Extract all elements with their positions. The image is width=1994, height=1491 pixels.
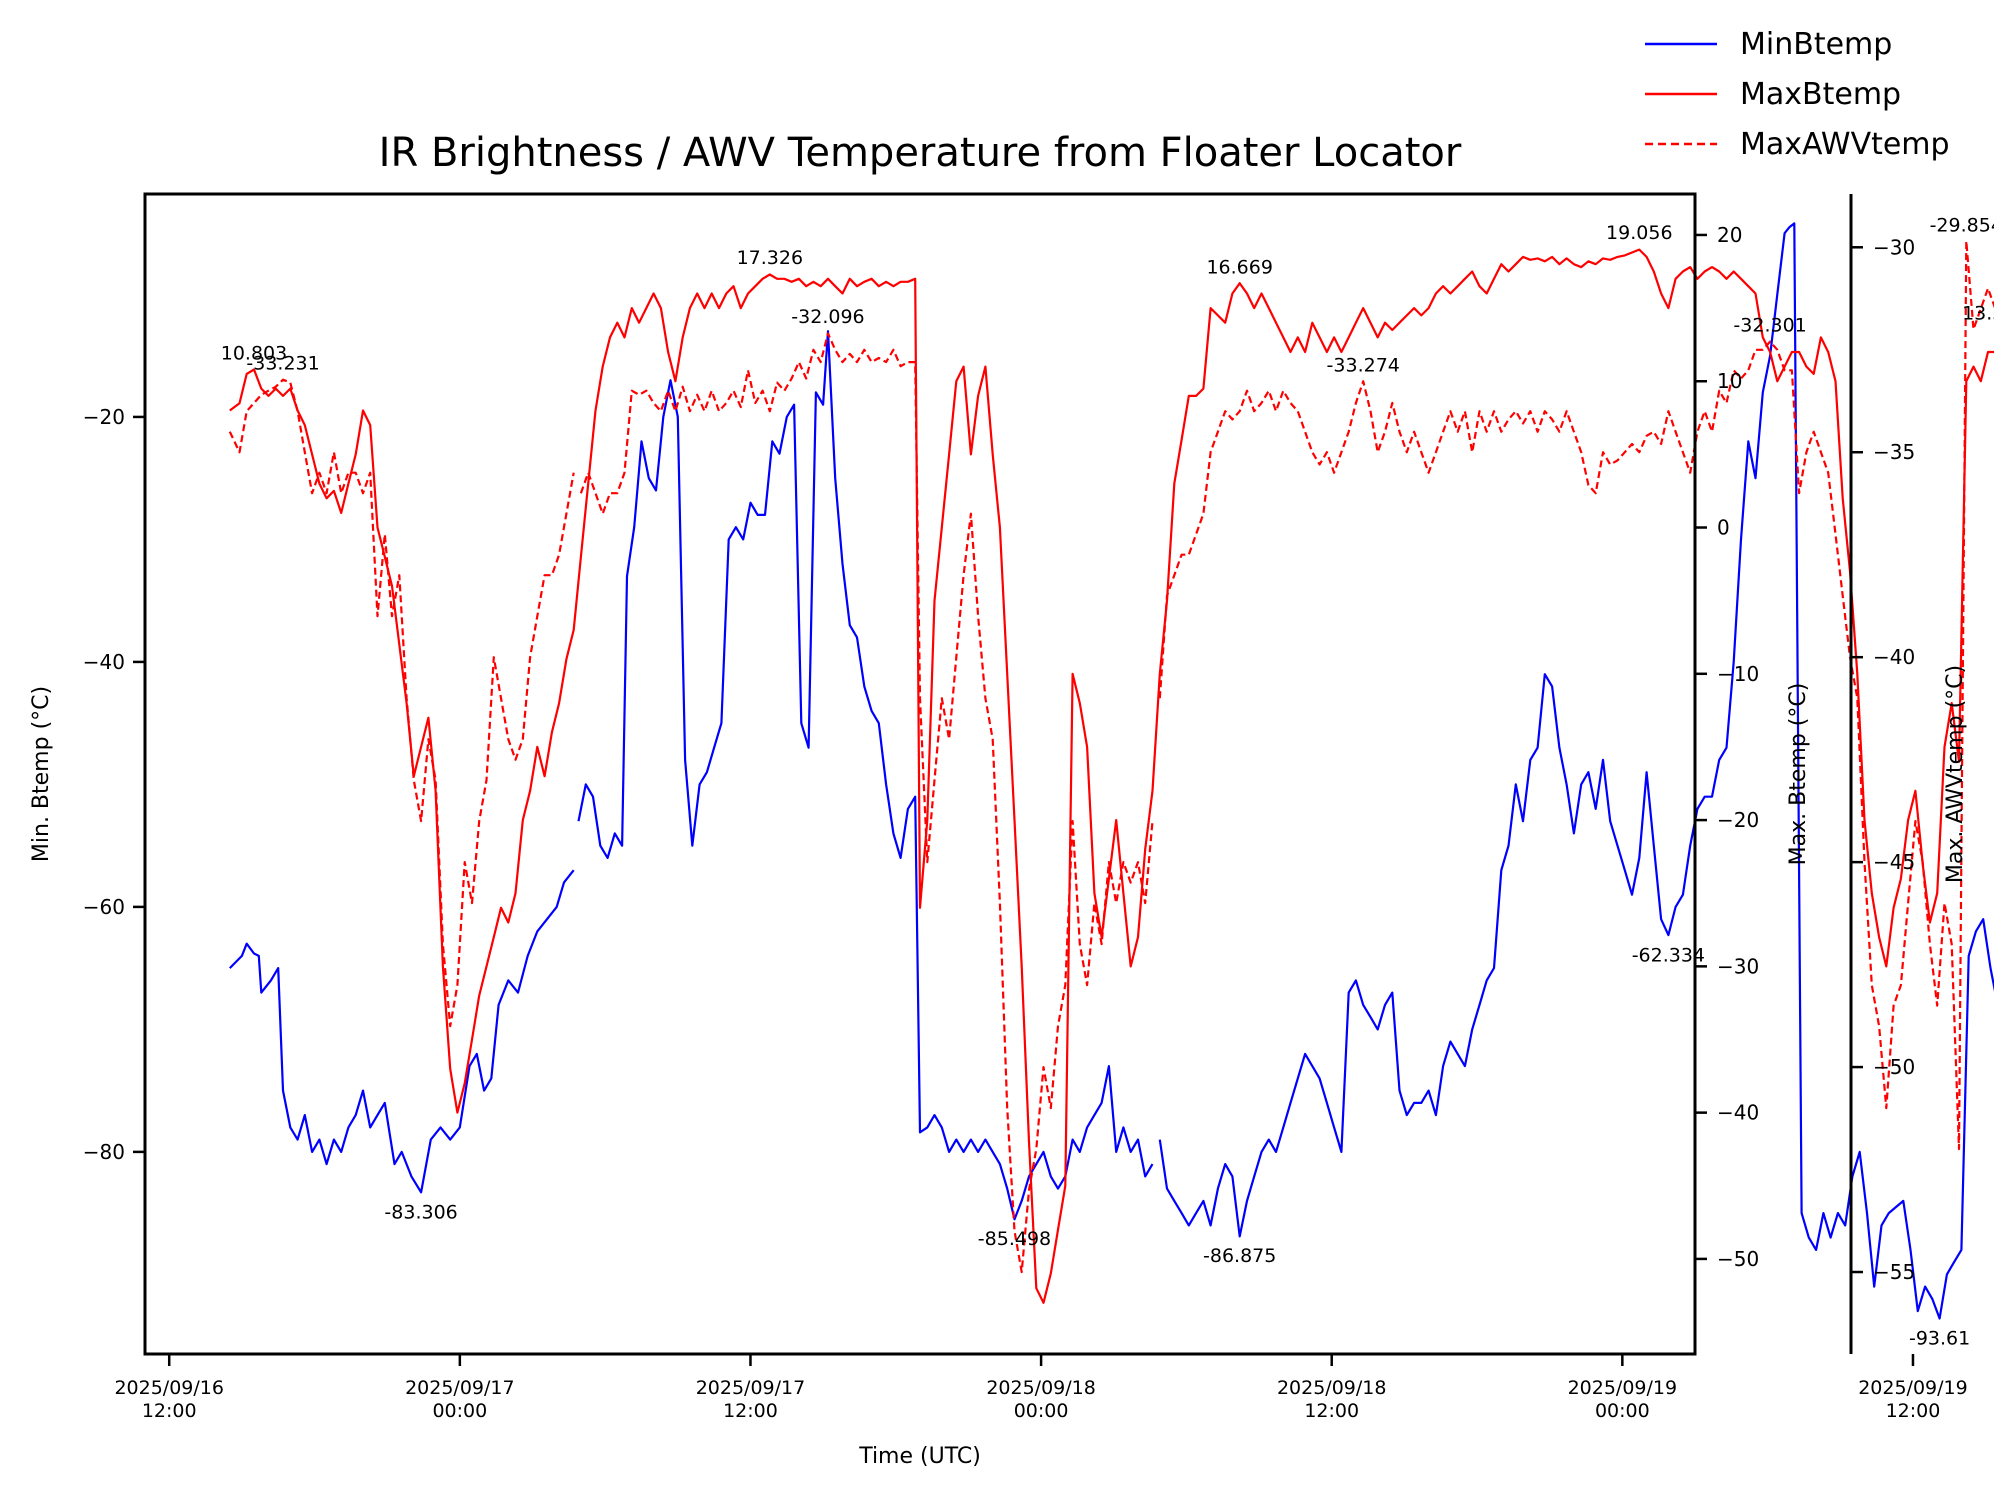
annotation-12: -29.854 <box>1930 214 1994 236</box>
x-axis-label: Time (UTC) <box>858 1444 981 1469</box>
x-tick-label-6: 2025/09/19 12:00 <box>1858 1377 1968 1422</box>
x-tick-label-5: 2025/09/19 00:00 <box>1568 1377 1678 1422</box>
right-y-tick-label-3: −20 <box>1717 808 1759 832</box>
far-right-y-tick-label-0: −55 <box>1873 1260 1915 1284</box>
annotation-13: 13.551 <box>1962 302 1994 324</box>
annotation-14: -93.61 <box>1909 1328 1970 1350</box>
far-right-y-tick-label-3: −40 <box>1873 645 1915 669</box>
left-y-tick-label-1: −60 <box>83 895 125 919</box>
series-line-maxawvtemp-segment-3 <box>1158 240 1994 1151</box>
x-axis: 2025/09/16 12:00 2025/09/17 00:00 2025/09/17… <box>114 1354 1968 1422</box>
right-y-tick-label-4: −10 <box>1717 662 1759 686</box>
plot-area <box>143 192 1994 1356</box>
x-tick-label-2: 2025/09/17 12:00 <box>696 1377 806 1422</box>
series-layer <box>228 222 1994 1320</box>
left-y-tick-label-2: −40 <box>83 650 125 674</box>
legend-label-minbtemp: MinBtemp <box>1740 27 1892 62</box>
legend-entry-maxbtemp: MaxBtemp <box>1645 77 1901 112</box>
annotation-5: -85.498 <box>978 1228 1051 1250</box>
annotation-6: 16.669 <box>1206 257 1272 279</box>
annotation-11: -32.301 <box>1733 315 1806 337</box>
legend-label-maxbtemp: MaxBtemp <box>1740 77 1901 112</box>
right-y-tick-label-6: 10 <box>1717 369 1742 393</box>
annotation-10: -62.334 <box>1632 944 1705 966</box>
left-y-axis-label: Min. Btemp (°C) <box>29 686 54 862</box>
far-right-y-tick-label-5: −30 <box>1873 235 1915 259</box>
right-y-tick-label-7: 20 <box>1717 223 1742 247</box>
legend: MinBtemp MaxBtemp MaxAWVtemp <box>1645 27 1950 162</box>
series-line-maxawvtemp-segment-1 <box>228 378 575 1028</box>
left-y-axis: −80 −60 −40 −20 <box>83 405 145 1164</box>
x-tick-label-3: 2025/09/18 00:00 <box>986 1377 1096 1422</box>
left-y-tick-label-3: −20 <box>83 405 125 429</box>
annotation-layer: 10.803-33.231 -83.306 17.326 -32.096 -85.498… <box>221 214 1994 1349</box>
far-right-y-axis: −55 −50 −45 −40 −35 −30 <box>1849 194 1915 1354</box>
far-right-y-tick-label-4: −35 <box>1873 440 1915 464</box>
right-y-tick-label-2: −30 <box>1717 954 1759 978</box>
legend-entry-maxawvtemp: MaxAWVtemp <box>1645 127 1950 162</box>
annotation-8: -33.274 <box>1327 354 1400 376</box>
annotation-3: 17.326 <box>737 247 803 269</box>
series-line-minbtemp-segment-3 <box>1158 222 1994 1320</box>
right-y-tick-label-5: 0 <box>1717 516 1730 540</box>
annotation-9: 19.056 <box>1606 222 1672 244</box>
annotation-4: -32.096 <box>791 306 864 328</box>
annotation-7: -86.875 <box>1203 1245 1276 1267</box>
series-line-minbtemp-segment-2 <box>577 330 1154 1221</box>
plot-frame <box>143 192 1697 1356</box>
annotation-2: -83.306 <box>384 1201 457 1223</box>
annotation-0: 10.803 <box>221 342 287 364</box>
x-tick-label-0: 2025/09/16 12:00 <box>114 1377 224 1422</box>
legend-label-maxawvtemp: MaxAWVtemp <box>1740 127 1950 162</box>
series-line-maxbtemp-segment-1 <box>229 248 1994 1304</box>
far-right-y-axis-label: Max. AWVtemp (°C) <box>1943 665 1968 883</box>
series-line-maxawvtemp-segment-2 <box>579 332 1154 1274</box>
x-tick-label-4: 2025/09/18 12:00 <box>1277 1377 1387 1422</box>
far-right-y-tick-label-1: −50 <box>1873 1055 1915 1079</box>
right-y-axis-label: Max. Btemp (°C) <box>1786 683 1811 866</box>
annotation-1: -33.231 <box>246 353 319 375</box>
right-y-tick-label-0: −50 <box>1717 1247 1759 1271</box>
right-y-axis: −50 −40 −30 −20 −10 0 10 20 <box>1695 223 1759 1271</box>
series-line-minbtemp-segment-1 <box>229 869 575 1194</box>
right-y-tick-label-1: −40 <box>1717 1101 1759 1125</box>
legend-entry-minbtemp: MinBtemp <box>1645 27 1892 62</box>
left-y-tick-label-0: −80 <box>83 1140 125 1164</box>
x-tick-label-1: 2025/09/17 00:00 <box>405 1377 515 1422</box>
far-right-y-tick-label-2: −45 <box>1873 850 1915 874</box>
chart-title: IR Brightness / AWV Temperature from Flo… <box>379 130 1462 176</box>
